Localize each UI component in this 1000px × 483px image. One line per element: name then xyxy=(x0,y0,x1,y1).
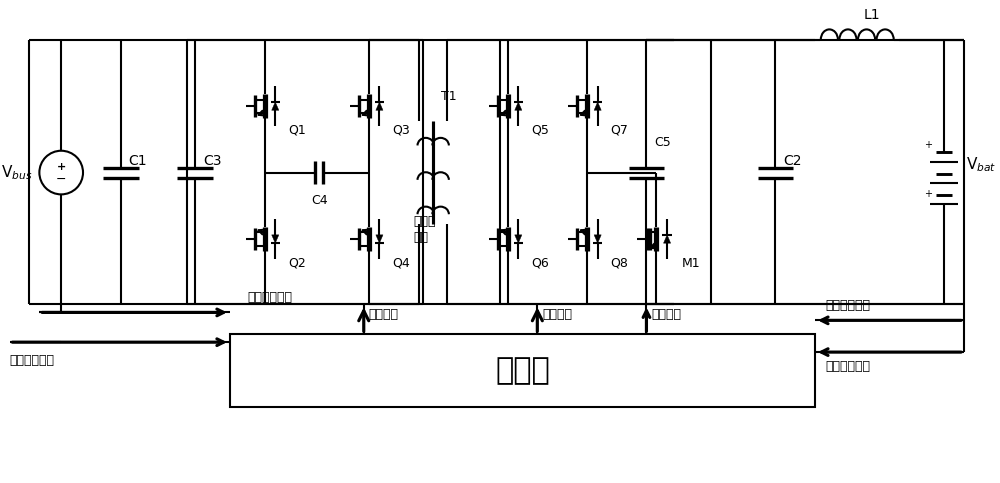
Text: Q6: Q6 xyxy=(531,257,549,270)
Text: 电流采样信号: 电流采样信号 xyxy=(825,299,870,313)
Text: 压器: 压器 xyxy=(413,230,428,243)
Polygon shape xyxy=(376,102,383,110)
Text: Q2: Q2 xyxy=(288,257,306,270)
Text: +: + xyxy=(57,162,66,171)
Text: C4: C4 xyxy=(311,194,327,207)
Text: C1: C1 xyxy=(129,154,147,168)
Polygon shape xyxy=(515,102,522,110)
Polygon shape xyxy=(594,102,601,110)
Polygon shape xyxy=(272,235,279,243)
Text: Q4: Q4 xyxy=(393,257,410,270)
Text: 驱动信号: 驱动信号 xyxy=(369,308,399,321)
Bar xyxy=(230,334,815,407)
Text: C5: C5 xyxy=(654,136,671,149)
Text: 高频变: 高频变 xyxy=(413,214,436,227)
Text: Q3: Q3 xyxy=(393,124,410,137)
Text: +: + xyxy=(924,140,932,150)
Text: C3: C3 xyxy=(203,154,222,168)
Text: 电压采样信号: 电压采样信号 xyxy=(825,360,870,373)
Text: V$_{bat}$: V$_{bat}$ xyxy=(966,155,996,174)
Text: T1: T1 xyxy=(441,90,457,103)
Text: 控制器: 控制器 xyxy=(495,356,550,385)
Text: 功率方向信号: 功率方向信号 xyxy=(10,354,55,367)
Text: M1: M1 xyxy=(682,257,701,270)
Text: 电压采样信号: 电压采样信号 xyxy=(248,292,293,304)
Text: 投切信号: 投切信号 xyxy=(651,308,681,321)
Polygon shape xyxy=(376,235,383,243)
Polygon shape xyxy=(272,102,279,110)
Text: +: + xyxy=(924,189,932,199)
Text: Q5: Q5 xyxy=(531,124,549,137)
Text: Q8: Q8 xyxy=(611,257,629,270)
Text: Q7: Q7 xyxy=(611,124,629,137)
Text: L1: L1 xyxy=(863,8,880,22)
Text: V$_{bus}$: V$_{bus}$ xyxy=(1,163,32,182)
Polygon shape xyxy=(664,235,671,243)
Text: −: − xyxy=(56,173,66,186)
Text: C2: C2 xyxy=(783,154,802,168)
Polygon shape xyxy=(594,235,601,243)
Text: Q1: Q1 xyxy=(288,124,306,137)
Polygon shape xyxy=(515,235,522,243)
Text: 驱动信号: 驱动信号 xyxy=(542,308,572,321)
